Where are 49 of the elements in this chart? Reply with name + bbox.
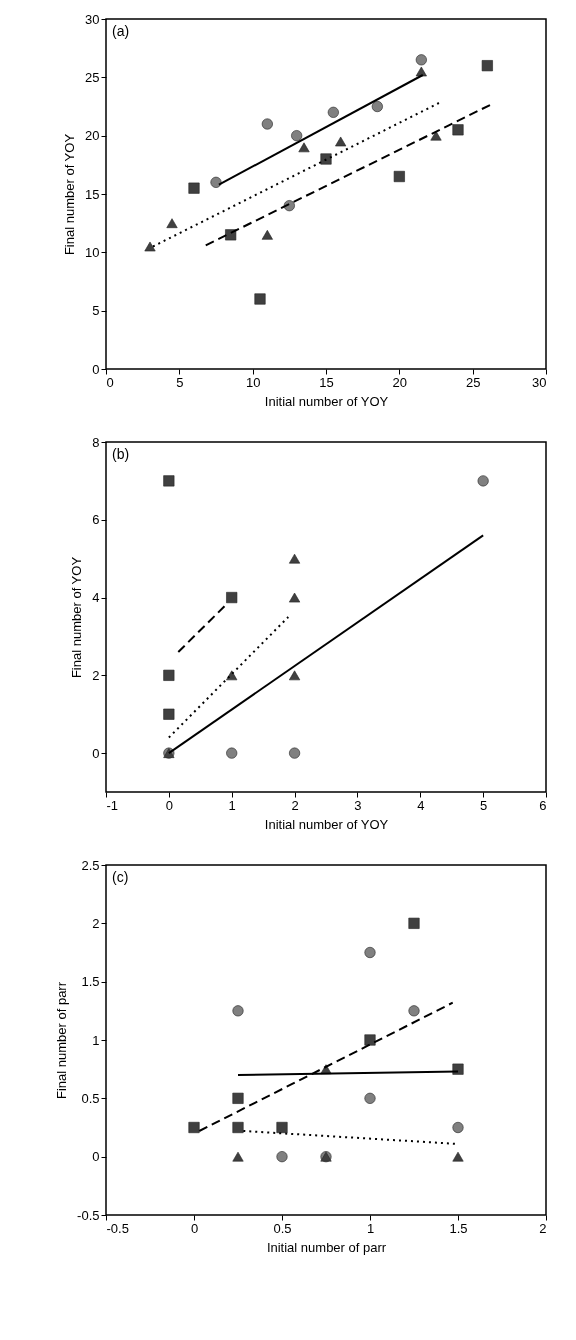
y-tick-label: 4 xyxy=(92,590,100,606)
x-tick-label: 25 xyxy=(465,374,481,390)
x-tick-label: 5 xyxy=(176,374,184,390)
x-tick-label: 5 xyxy=(480,797,488,813)
y-tick-label: 10 xyxy=(85,244,100,260)
x-tick-label: 2 xyxy=(291,797,299,813)
y-tick-label: 25 xyxy=(85,69,100,85)
annotation: (c) xyxy=(112,869,129,885)
y-tick-label: 0 xyxy=(92,361,100,377)
y-tick-label: 2.5 xyxy=(81,857,100,873)
y-axis-title: Final number of YOY xyxy=(62,133,78,256)
y-axis-title: Final number of parr xyxy=(54,981,70,1100)
y-tick-label: 2 xyxy=(92,915,100,931)
y-tick-label: 0 xyxy=(92,745,100,761)
x-axis-title: Initial number of parr xyxy=(266,1239,387,1255)
x-tick-label: 1 xyxy=(366,1220,375,1236)
y-tick-label: 20 xyxy=(85,128,100,144)
x-tick-label: 20 xyxy=(392,374,408,390)
x-tick-label: 0 xyxy=(106,374,114,390)
y-tick-label: 8 xyxy=(92,434,100,450)
y-tick-label: 6 xyxy=(92,512,100,528)
x-tick-label: -0.5 xyxy=(106,1220,129,1236)
y-tick-label: 0.5 xyxy=(81,1090,100,1106)
x-axis-title: Initial number of YOY xyxy=(264,393,389,409)
y-tick-label: 15 xyxy=(85,186,100,202)
x-tick-label: 15 xyxy=(319,374,334,390)
y-tick-label: 1 xyxy=(92,1032,100,1048)
x-tick-label: 10 xyxy=(245,374,261,390)
x-tick-label: 4 xyxy=(417,797,425,813)
x-tick-label: 1.5 xyxy=(449,1220,468,1236)
y-tick-label: 5 xyxy=(92,303,100,319)
y-tick-label: 30 xyxy=(85,11,100,27)
x-tick-label: -1 xyxy=(106,797,119,813)
x-axis-title: Initial number of YOY xyxy=(264,816,389,832)
x-tick-label: 3 xyxy=(354,797,362,813)
y-tick-label: 1.5 xyxy=(81,974,100,990)
x-tick-label: 0 xyxy=(165,797,173,813)
x-tick-label: 1 xyxy=(228,797,236,813)
y-tick-label: 0 xyxy=(92,1149,100,1165)
y-tick-label: -0.5 xyxy=(77,1207,100,1223)
x-tick-label: 0 xyxy=(190,1220,199,1236)
y-tick-label: 2 xyxy=(92,667,100,683)
y-axis-title: Final number of YOY xyxy=(69,556,85,679)
annotation: (b) xyxy=(112,446,130,462)
x-tick-label: 0.5 xyxy=(273,1220,292,1236)
x-tick-label: 2 xyxy=(539,1220,547,1236)
x-tick-label: 30 xyxy=(532,374,547,390)
x-tick-label: 6 xyxy=(539,797,547,813)
annotation: (a) xyxy=(112,23,130,39)
